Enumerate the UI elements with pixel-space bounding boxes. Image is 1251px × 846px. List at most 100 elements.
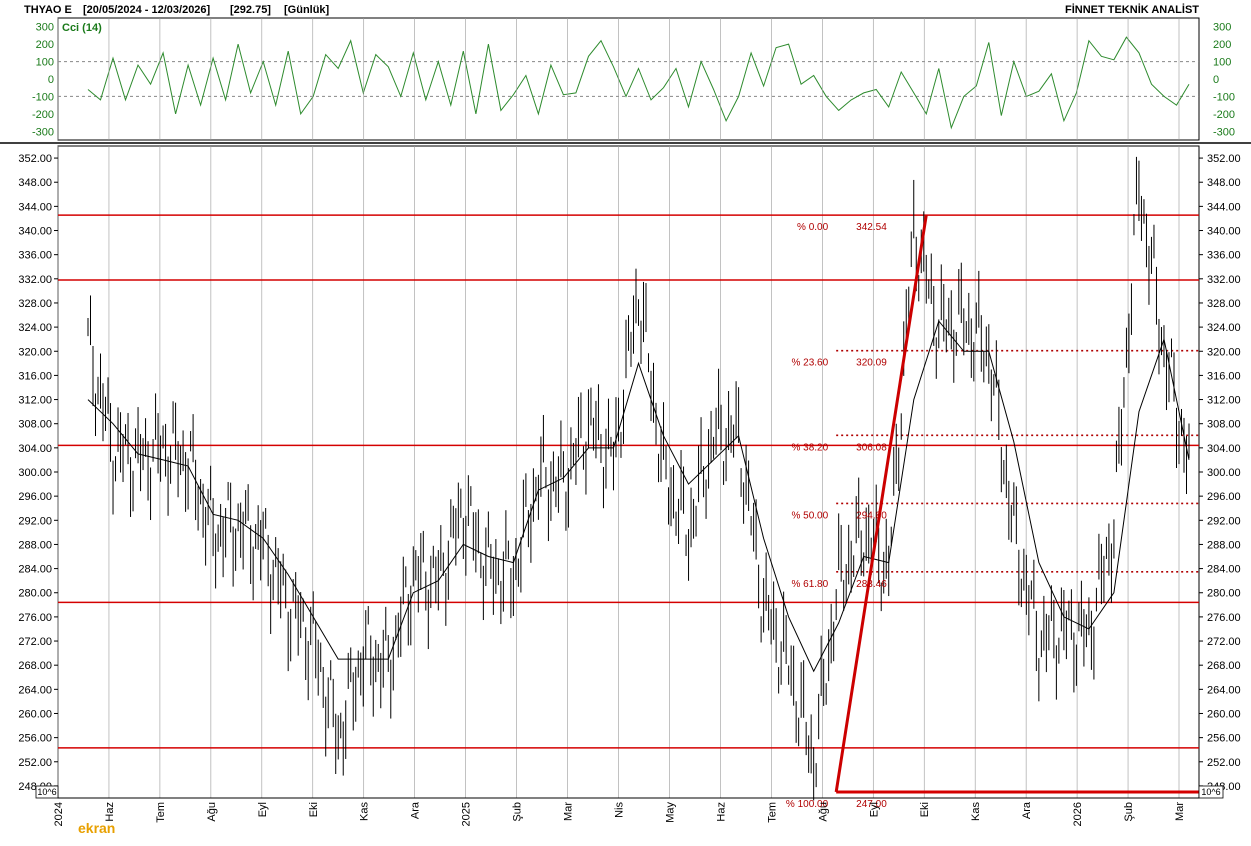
fib-percent-label: % 50.00 <box>791 510 828 521</box>
price-tick-label: 260.00 <box>18 708 52 720</box>
price-tick-label: 352.00 <box>18 153 52 165</box>
fib-percent-label: % 0.00 <box>797 222 829 233</box>
price-tick-label: 308.00 <box>1207 419 1241 431</box>
x-tick-label: Ara <box>1021 801 1033 819</box>
cci-tick-label: 100 <box>1213 57 1231 69</box>
header-date-range: [20/05/2024 - 12/03/2026] <box>83 4 211 16</box>
price-tick-label: 264.00 <box>18 684 52 696</box>
fib-percent-label: % 100.00 <box>786 799 829 810</box>
price-tick-label: 312.00 <box>1207 395 1241 407</box>
x-tick-label: Şub <box>512 802 524 822</box>
cci-tick-label: -300 <box>1213 126 1235 138</box>
price-tick-label: 312.00 <box>18 395 52 407</box>
fib-percent-label: % 23.60 <box>791 358 828 369</box>
price-tick-label: 252.00 <box>1207 757 1241 769</box>
x-tick-label: Tem <box>155 802 167 823</box>
price-tick-label: 332.00 <box>18 274 52 286</box>
price-tick-label: 348.00 <box>1207 177 1241 189</box>
price-bars <box>87 156 1190 801</box>
scale-tag-left: 10^6 <box>37 787 56 797</box>
x-tick-label: 2024 <box>53 802 65 826</box>
price-tick-label: 268.00 <box>1207 660 1241 672</box>
x-tick-label: Kas <box>970 802 982 821</box>
header-vendor: FİNNET TEKNİK ANALİST <box>1065 3 1199 16</box>
fib-price-label: 247.00 <box>856 799 887 810</box>
x-tick-label: Eki <box>919 802 931 817</box>
price-tick-label: 296.00 <box>18 491 52 503</box>
price-tick-label: 324.00 <box>18 322 52 334</box>
trend-line <box>834 214 928 793</box>
x-tick-label: Ara <box>410 801 422 819</box>
fib-percent-label: % 61.80 <box>791 579 828 590</box>
cci-tick-label: 200 <box>1213 39 1231 51</box>
price-tick-label: 316.00 <box>18 370 52 382</box>
moving-average-line <box>87 320 1190 673</box>
cci-series-line <box>87 36 1190 130</box>
price-tick-label: 252.00 <box>18 757 52 769</box>
price-tick-label: 300.00 <box>18 467 52 479</box>
x-tick-label: Mar <box>1174 802 1186 821</box>
price-tick-label: 256.00 <box>1207 733 1241 745</box>
price-tick-label: 280.00 <box>1207 588 1241 600</box>
price-tick-label: 328.00 <box>1207 298 1241 310</box>
price-tick-label: 296.00 <box>1207 491 1241 503</box>
fibonacci-labels: % 0.00 342.54 % 23.60 320.09 % 38.20 306.08 % … <box>786 222 887 810</box>
price-tick-label: 336.00 <box>1207 250 1241 262</box>
price-tick-label: 324.00 <box>1207 322 1241 334</box>
x-tick-label: Kas <box>359 802 371 821</box>
fib-price-label: 320.09 <box>856 358 887 369</box>
x-tick-label: Tem <box>766 802 778 823</box>
x-tick-label: Şub <box>1123 802 1135 822</box>
cci-tick-label: -300 <box>32 126 54 138</box>
cci-axis-right: 300 200 100 0 -100 -200 -300 <box>1213 22 1235 139</box>
x-tick-label: Ağu <box>206 802 218 822</box>
header-symbol: THYAO E <box>24 4 72 16</box>
price-tick-label: 328.00 <box>18 298 52 310</box>
cci-tick-label: -200 <box>1213 109 1235 121</box>
price-tick-label: 272.00 <box>1207 636 1241 648</box>
x-tick-label: Ağu <box>817 802 829 822</box>
price-tick-label: 336.00 <box>18 250 52 262</box>
price-tick-label: 268.00 <box>18 660 52 672</box>
price-tick-label: 344.00 <box>1207 201 1241 213</box>
price-tick-label: 348.00 <box>18 177 52 189</box>
cci-tick-label: -100 <box>32 91 54 103</box>
cci-tick-label: -200 <box>32 109 54 121</box>
price-tick-label: 304.00 <box>1207 443 1241 455</box>
cci-grid <box>58 61 1199 97</box>
cci-tick-label: 0 <box>1213 74 1219 86</box>
x-tick-label: Eyl <box>868 802 880 817</box>
x-tick-label: Eyl <box>257 802 269 817</box>
x-tick-label: 2025 <box>461 802 473 826</box>
price-axis-left: 352.00 348.00 344.00 340.00 336.00 332.00 328.… <box>18 153 58 793</box>
cci-tick-label: 300 <box>36 22 54 34</box>
price-tick-label: 292.00 <box>18 515 52 527</box>
fib-price-label: 294.80 <box>856 510 887 521</box>
price-axis-right: 352.00 348.00 344.00 340.00 336.00 332.00 328.… <box>1199 153 1241 793</box>
price-tick-label: 352.00 <box>1207 153 1241 165</box>
price-tick-label: 284.00 <box>18 564 52 576</box>
price-tick-label: 264.00 <box>1207 684 1241 696</box>
resistance-support-levels <box>58 214 1199 794</box>
price-tick-label: 320.00 <box>18 346 52 358</box>
fib-price-label: 342.54 <box>856 222 887 233</box>
watermark-logo: ekran <box>78 820 115 836</box>
price-tick-label: 340.00 <box>1207 226 1241 238</box>
price-tick-label: 288.00 <box>1207 539 1241 551</box>
header-period: [Günlük] <box>284 4 330 16</box>
price-tick-label: 260.00 <box>1207 708 1241 720</box>
price-tick-label: 344.00 <box>18 201 52 213</box>
price-grid <box>57 18 1180 798</box>
x-tick-label: Eki <box>308 802 320 817</box>
price-tick-label: 292.00 <box>1207 515 1241 527</box>
price-tick-label: 280.00 <box>18 588 52 600</box>
cci-tick-label: 300 <box>1213 22 1231 34</box>
price-tick-label: 340.00 <box>18 226 52 238</box>
price-tick-label: 304.00 <box>18 443 52 455</box>
x-tick-label: May <box>664 802 676 823</box>
x-tick-label: Haz <box>715 802 727 822</box>
header-last-price: [292.75] <box>230 4 271 16</box>
cci-tick-label: -100 <box>1213 91 1235 103</box>
